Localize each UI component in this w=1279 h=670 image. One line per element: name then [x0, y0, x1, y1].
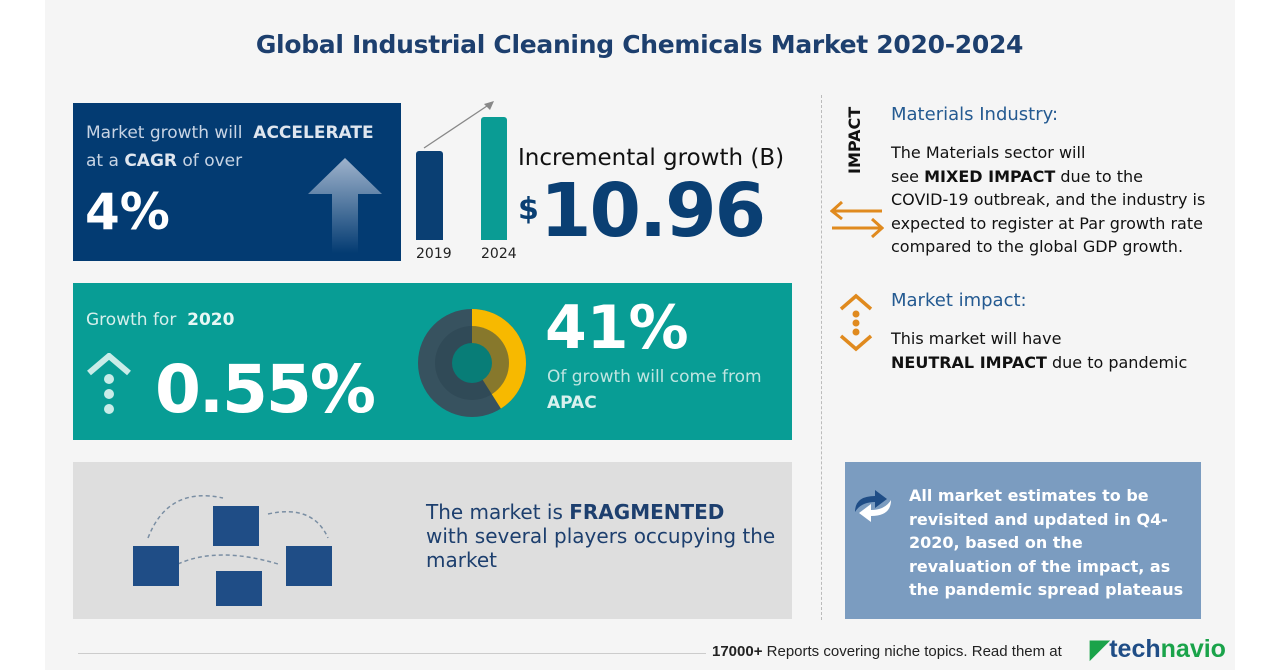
up-arrow-icon: [308, 158, 382, 253]
report-count: 17000+: [712, 643, 763, 660]
region-text: Of growth will come from: [547, 367, 762, 387]
market-text: due to pandemic: [1051, 352, 1188, 372]
neutral-arrows-icon: [839, 293, 873, 352]
notice-panel: All market estimates to be revisited and…: [845, 462, 1201, 619]
donut-center: [452, 343, 492, 383]
growth-panel: Growth for 2020 0.55% 41% Of growth will…: [73, 283, 792, 440]
industry-text: due to the: [1060, 166, 1144, 186]
mixed-impact-label: MIXED IMPACT: [924, 166, 1056, 186]
logo-text: tech: [1109, 635, 1161, 663]
cagr-panel: Market growth will ACCELERATE at a CAGR …: [73, 103, 401, 261]
incremental-label: Incremental growth (B): [518, 145, 785, 171]
refresh-icon: [855, 490, 891, 522]
footer-divider: [78, 653, 706, 654]
up-dots-icon: [87, 353, 131, 414]
footer-text: Reports covering niche topics. Read them…: [766, 643, 1062, 660]
divider: [821, 95, 822, 620]
incremental-value: 10.96: [540, 168, 766, 254]
year-label: 2019: [416, 246, 452, 262]
year-label: 2024: [481, 246, 517, 262]
region-name: APAC: [547, 393, 597, 413]
growth-year: 2020: [187, 310, 235, 330]
growth-value: 0.55%: [155, 351, 376, 428]
cagr-label: CAGR: [124, 151, 177, 171]
region-share: 41%: [545, 293, 689, 363]
cagr-text: of over: [182, 151, 243, 171]
industry-text: see: [891, 166, 920, 186]
fragmented-label: FRAGMENTED: [569, 500, 725, 524]
bar-2024: [481, 117, 507, 240]
industry-text: COVID-19 outbreak, and the industry is e…: [891, 190, 1206, 256]
bidirectional-arrows-icon: [830, 200, 884, 239]
fragmented-text: with several players occupying the marke…: [426, 524, 776, 572]
donut-chart: [418, 309, 526, 417]
bar-2019: [416, 151, 443, 240]
logo-text: navio: [1160, 635, 1226, 663]
cagr-text: at a: [86, 151, 119, 171]
growth-label: Growth for: [86, 310, 177, 330]
fragmented-panel: The market is FRAGMENTED with several pla…: [73, 462, 792, 619]
fragmented-text: The market is: [426, 500, 563, 524]
industry-text: The Materials sector will: [891, 143, 1086, 162]
buildings-network-icon: [133, 495, 332, 606]
trend-arrow-icon: [423, 101, 494, 149]
industry-heading: Materials Industry:: [891, 104, 1059, 125]
impact-vertical-label: IMPACT: [845, 106, 864, 174]
cagr-value: 4%: [85, 183, 170, 241]
technavio-logo[interactable]: ◤technavio: [1090, 634, 1226, 664]
notice-text: All market estimates to be revisited and…: [909, 486, 1184, 599]
logo-icon: ◤: [1090, 635, 1110, 663]
accelerate-label: ACCELERATE: [253, 123, 374, 143]
cagr-text: Market growth will: [86, 123, 243, 143]
neutral-impact-label: NEUTRAL IMPACT: [891, 352, 1047, 372]
currency-symbol: $: [518, 192, 539, 227]
market-text: This market will have: [891, 329, 1062, 348]
page-title: Global Industrial Cleaning Chemicals Mar…: [255, 30, 1024, 59]
market-heading: Market impact:: [891, 290, 1027, 311]
